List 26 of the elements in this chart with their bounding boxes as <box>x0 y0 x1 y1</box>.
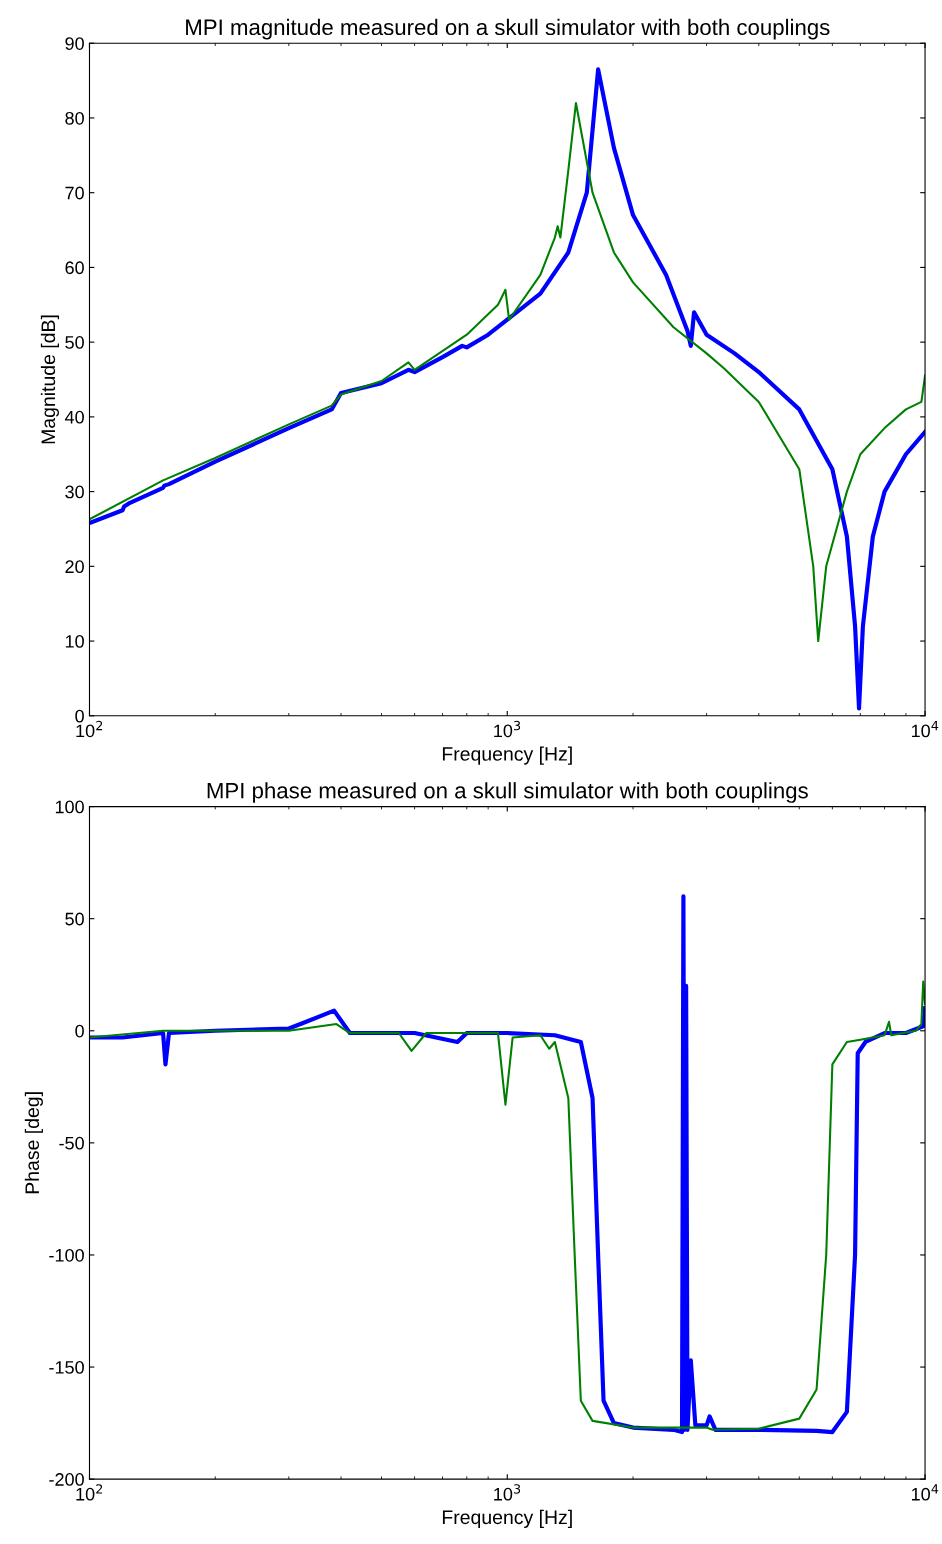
x-tick-label: 10$^{4}$ <box>911 1484 939 1501</box>
y-tick-label: 100 <box>55 800 84 814</box>
chart-title: MPI magnitude measured on a skull simulator with both couplings <box>186 18 830 40</box>
y-tick-label: -50 <box>59 1136 84 1150</box>
y-tick-label: 20 <box>65 560 84 574</box>
y-tick-label: 90 <box>65 37 84 50</box>
y-axis-title: Phase [deg] <box>24 1092 43 1194</box>
x-tick-label: 10$^{4}$ <box>911 720 939 738</box>
y-axis-title: Magnitude [dB] <box>40 315 59 444</box>
y-tick-label: -150 <box>49 1360 84 1374</box>
y-tick-label: -100 <box>49 1248 84 1262</box>
x-axis-title: Frequency [Hz] <box>442 1509 572 1528</box>
x-tick-label: 10$^{3}$ <box>494 720 521 738</box>
y-tick-label: -200 <box>49 1473 84 1486</box>
y-tick-label: 10 <box>65 635 84 648</box>
y-tick-label: 80 <box>65 111 84 125</box>
y-tick-label: 30 <box>65 485 84 499</box>
y-tick-label: 40 <box>64 410 84 424</box>
y-tick-label: 0 <box>75 1024 84 1038</box>
x-axis-title: Frequency [Hz] <box>442 746 572 765</box>
chart-title: MPI phase measured on a skull simulator with both couplings <box>207 782 808 803</box>
y-tick-label: 60 <box>65 261 84 275</box>
y-tick-label: 50 <box>65 912 84 926</box>
x-tick-label: 10$^{3}$ <box>494 1484 521 1501</box>
y-tick-label: 70 <box>65 186 84 200</box>
y-tick-label: 50 <box>65 336 84 349</box>
